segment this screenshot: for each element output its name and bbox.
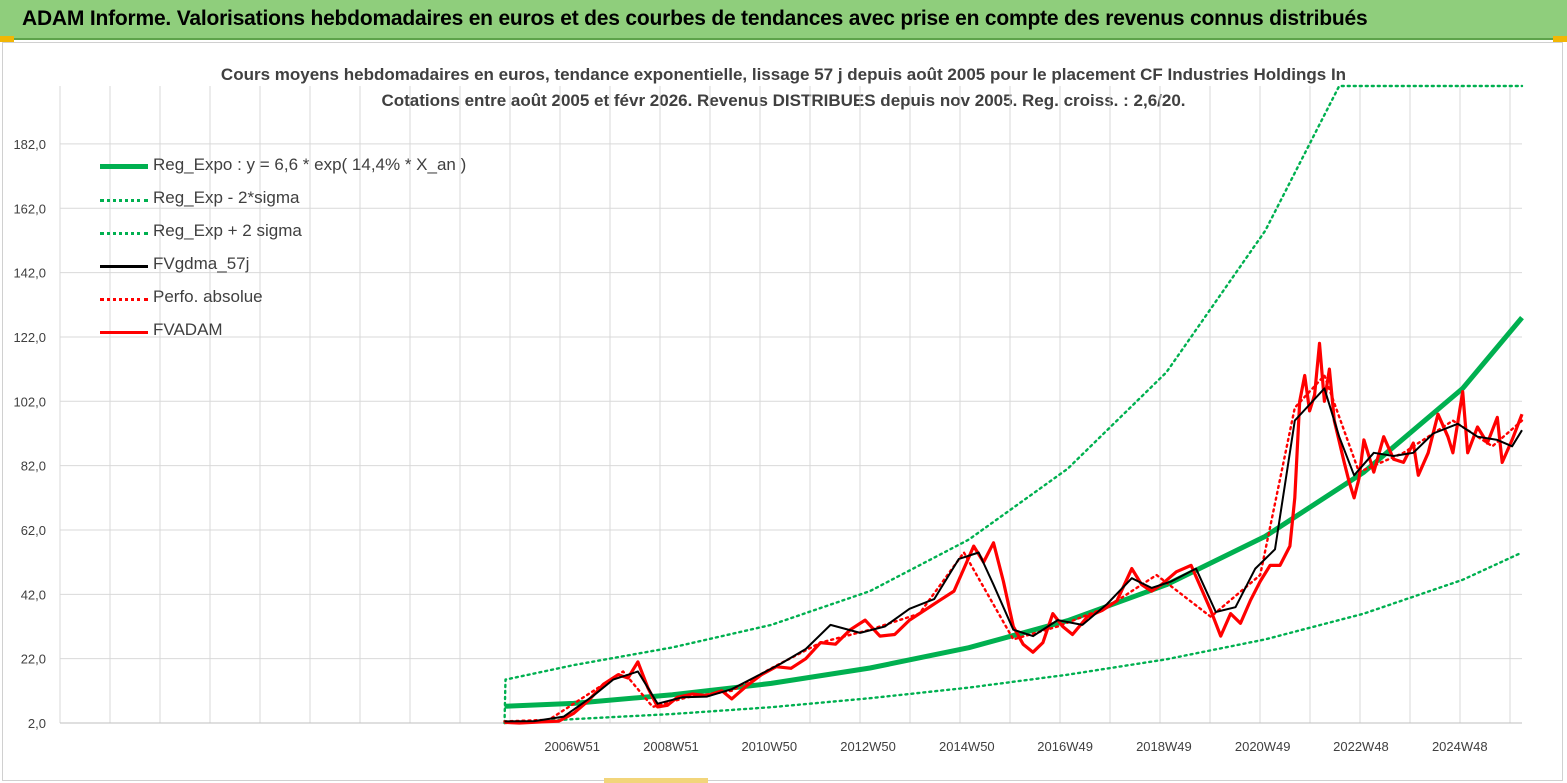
y-tick-label: 42,0: [21, 587, 46, 602]
x-tick-label: 2022W48: [1333, 739, 1389, 754]
legend-swatch: [100, 232, 148, 235]
y-tick-label: 62,0: [21, 523, 46, 538]
y-tick-label: 142,0: [13, 266, 46, 281]
y-tick-label: 82,0: [21, 459, 46, 474]
x-tick-label: 2006W51: [544, 739, 600, 754]
grid-layer: [59, 86, 1522, 724]
x-tick-label: 2018W49: [1136, 739, 1192, 754]
y-tick-label: 122,0: [13, 330, 46, 345]
x-tick-label: 2008W51: [643, 739, 699, 754]
legend-swatch: [100, 164, 148, 169]
series-line-reg-expo-y-6-6-exp-14-4-x-an: [504, 315, 1524, 709]
chart-frame: [2, 42, 1563, 781]
legend-swatch: [100, 331, 148, 334]
x-tick-label: 2020W49: [1235, 739, 1291, 754]
report-title: ADAM Informe. Valorisations hebdomadaire…: [22, 7, 1368, 30]
series-line-reg-exp-2-sigma: [503, 551, 1524, 725]
legend-swatch: [100, 298, 148, 301]
bottom-strip: [604, 778, 708, 783]
series-line-reg-exp-2-sigma: [503, 84, 1524, 725]
legend-label: Reg_Exp - 2*sigma: [153, 188, 300, 207]
y-tick-label: 182,0: [13, 137, 46, 152]
legend-swatch: [100, 265, 148, 268]
report-banner: ADAM Informe. Valorisations hebdomadaire…: [0, 0, 1567, 40]
series-line-fvgdma-57j: [504, 387, 1523, 723]
y-tick-label: 2,0: [28, 716, 46, 731]
chart-title-line2: Cotations entre août 2005 et févr 2026. …: [381, 91, 1186, 110]
legend-label: FVADAM: [153, 320, 223, 339]
chart-title: Cours moyens hebdomadaires en euros, ten…: [0, 62, 1567, 114]
x-tick-label: 2010W50: [741, 739, 797, 754]
x-tick-label: 2024W48: [1432, 739, 1488, 754]
legend-label: Perfo. absolue: [153, 287, 263, 306]
axis-layer: 2,0 22,0 42,0 62,0 82,0 102,0 122,0 142,0 162,0 1…: [13, 137, 1522, 754]
y-tick-label: 162,0: [13, 201, 46, 216]
series-line-perfo-absolue: [503, 374, 1524, 723]
x-tick-label: 2014W50: [939, 739, 995, 754]
corner-mark-left: [0, 36, 14, 42]
corner-mark-right: [1553, 36, 1567, 42]
legend-label: FVgdma_57j: [153, 254, 250, 273]
y-tick-label: 102,0: [13, 394, 46, 409]
chart-title-line1: Cours moyens hebdomadaires en euros, ten…: [220, 65, 1347, 84]
legend-label: Reg_Exp + 2 sigma: [153, 221, 302, 240]
series-layer: [503, 84, 1524, 725]
legend-label: Reg_Expo : y = 6,6 * exp( 14,4% * X_an ): [153, 155, 467, 174]
legend-swatch: [100, 199, 148, 202]
series-line-fvadam: [504, 341, 1524, 725]
y-tick-label: 22,0: [21, 652, 46, 667]
x-tick-label: 2016W49: [1037, 739, 1093, 754]
x-tick-label: 2012W50: [840, 739, 896, 754]
